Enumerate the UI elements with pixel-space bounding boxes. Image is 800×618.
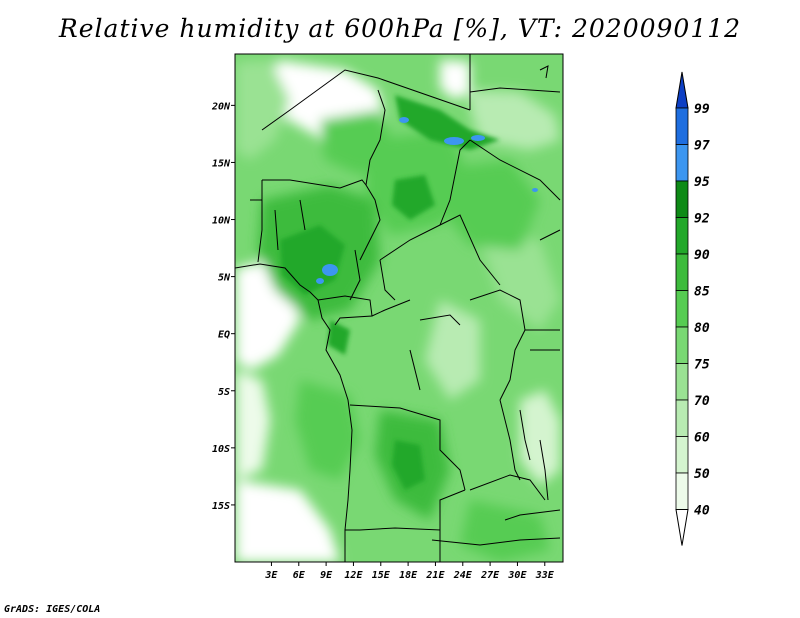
lat-tick-label: 10N xyxy=(212,216,231,227)
colorbar-level-label: 95 xyxy=(694,175,710,190)
humidity-field xyxy=(235,54,563,562)
colorbar-under-triangle xyxy=(675,509,689,546)
lon-tick-label: 27E xyxy=(480,570,500,581)
lat-tick-label: 20N xyxy=(211,101,231,112)
lon-tick-label: 18E xyxy=(399,570,418,581)
colorbar-segment xyxy=(675,107,689,145)
boundaries xyxy=(235,54,561,562)
lon-tick-label: 21E xyxy=(425,570,445,581)
map-title: Relative humidity at 600hPa [%], VT: 202… xyxy=(58,14,742,43)
colorbar-level-label: 60 xyxy=(694,431,710,446)
lat-tick-label: 5N xyxy=(218,273,231,284)
colorbar-segment xyxy=(675,363,689,401)
colorbar-level-label: 90 xyxy=(694,248,710,263)
lon-tick-label: 6E xyxy=(293,570,306,581)
lon-tick-label: 12E xyxy=(344,570,363,581)
colorbar-segment xyxy=(675,217,689,255)
lon-tick-label: 24E xyxy=(453,570,473,581)
colorbar-level-label: 75 xyxy=(694,358,710,373)
colorbar-level-label: 80 xyxy=(694,321,710,336)
colorbar-segment xyxy=(675,144,689,182)
lon-tick-label: 3E xyxy=(264,570,278,581)
longitude-axis: 3E 6E 9E 12E 15E 18E 21E 24E 27E 30E 33E xyxy=(264,562,555,581)
colorbar-level-label: 50 xyxy=(694,467,710,482)
colorbar-over-triangle xyxy=(675,71,689,109)
lon-tick-label: 9E xyxy=(320,570,333,581)
colorbar-level-label: 85 xyxy=(694,285,710,300)
lat-tick-label: 15S xyxy=(212,501,230,512)
colorbar-level-label: 40 xyxy=(694,504,710,519)
latitude-axis: 20N 15N 10N 5N EQ 5S 10S 15S xyxy=(211,101,235,512)
colorbar-level-label: 97 xyxy=(694,139,710,154)
lat-tick-label: 5S xyxy=(218,387,230,398)
lon-tick-label: 33E xyxy=(535,570,555,581)
colorbar-segment xyxy=(675,180,689,218)
colorbar-segment xyxy=(675,472,689,510)
colorbar-segment xyxy=(675,253,689,291)
lat-tick-label: 10S xyxy=(212,444,230,455)
colorbar-segment xyxy=(675,290,689,328)
colorbar-segment xyxy=(675,399,689,437)
lat-tick-label: EQ xyxy=(218,330,230,341)
colorbar-level-label: 99 xyxy=(694,102,710,117)
colorbar-level-label: 70 xyxy=(694,394,710,409)
colorbar-segment xyxy=(675,326,689,364)
lon-tick-label: 30E xyxy=(507,570,527,581)
lat-tick-label: 15N xyxy=(212,158,231,169)
colorbar-segment xyxy=(675,436,689,474)
colorbar-level-label: 92 xyxy=(694,212,710,227)
colorbar: 99 97 95 92 90 85 80 75 70 60 50 40 xyxy=(675,71,710,546)
map-frame xyxy=(234,53,564,563)
lon-tick-label: 15E xyxy=(372,570,391,581)
software-credit: GrADS: IGES/COLA xyxy=(4,604,101,615)
